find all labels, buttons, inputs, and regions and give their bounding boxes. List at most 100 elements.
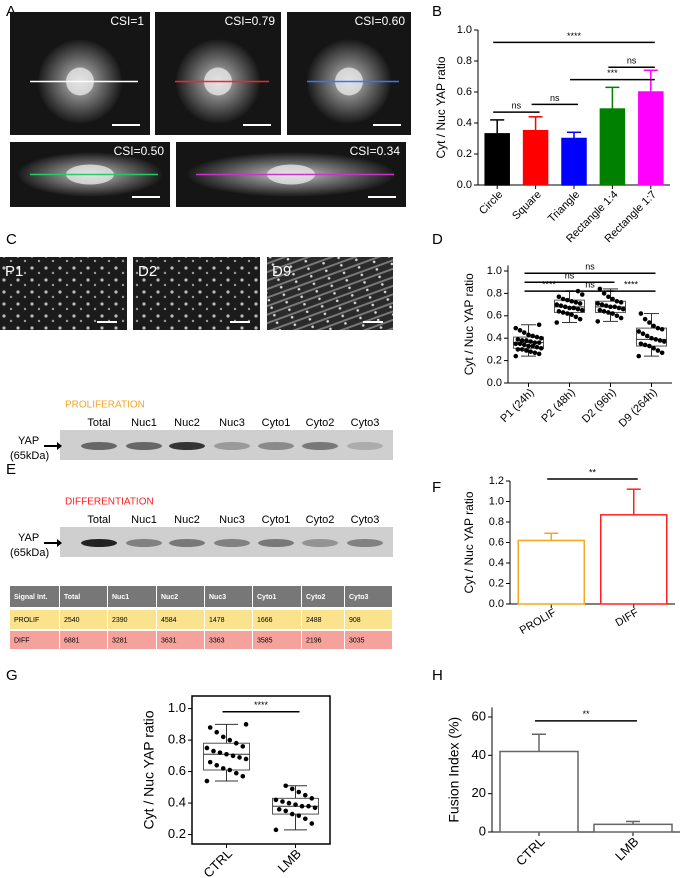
y-axis-label: Fusion Index (%) (446, 717, 462, 823)
bar (599, 108, 626, 186)
data-point (642, 316, 648, 322)
y-tick-label: 0.8 (489, 516, 504, 528)
blot-band (81, 442, 117, 450)
data-point (579, 292, 585, 297)
data-point (562, 304, 568, 310)
data-point (647, 320, 652, 325)
data-point (204, 778, 210, 784)
table-text: Nuc3 (209, 594, 226, 601)
blot-band (169, 539, 205, 547)
lane-label: Cyto3 (351, 514, 380, 526)
data-point (647, 343, 652, 349)
data-point (534, 344, 540, 350)
data-point (638, 311, 644, 316)
data-point (558, 303, 564, 309)
blot-band (126, 539, 162, 547)
bar (638, 91, 664, 186)
table-cell (345, 631, 392, 649)
table-cell (302, 631, 344, 649)
arrow-head (57, 442, 62, 450)
data-point (214, 762, 220, 768)
protein-label: YAP (18, 532, 39, 544)
significance-label: ns (585, 262, 595, 272)
y-tick-label: 1.0 (168, 700, 186, 715)
table-cell (157, 586, 204, 607)
data-point (554, 302, 560, 307)
significance-label: ns (585, 280, 595, 290)
y-tick-label: 0.2 (487, 355, 502, 367)
micrograph-label: CSI=0.60 (355, 14, 406, 28)
data-point (289, 811, 295, 817)
data-point (207, 759, 213, 765)
table-cell (60, 631, 107, 649)
y-tick-label: 0.2 (168, 826, 186, 841)
table-text: DIFF (14, 637, 30, 644)
x-tick-label: LMB (612, 834, 642, 864)
data-point (532, 350, 538, 356)
data-point (233, 770, 239, 776)
data-point (538, 345, 544, 351)
table-text: 2540 (64, 617, 80, 624)
x-tick-label: Circle (477, 189, 505, 217)
table-cell (108, 631, 156, 649)
blot-band (258, 539, 294, 547)
significance-label: ns (512, 101, 522, 111)
lane-label: Cyto2 (306, 514, 335, 526)
data-point (227, 767, 233, 773)
y-tick-label: 0.6 (489, 536, 504, 548)
y-axis-label: Cyt / Nuc YAP ratio (462, 273, 476, 375)
data-point (612, 304, 618, 310)
table-text: 3585 (257, 637, 273, 644)
data-point (651, 345, 656, 351)
significance-label: **** (542, 280, 557, 290)
data-point (530, 333, 536, 339)
data-point (651, 323, 656, 329)
lane-label: Cyto2 (306, 417, 335, 429)
data-point (655, 348, 661, 353)
data-point (595, 319, 601, 324)
lane-label: Total (87, 417, 110, 429)
data-point (521, 342, 527, 348)
data-point (302, 816, 308, 822)
data-point (565, 297, 570, 303)
data-point (273, 797, 279, 803)
data-point (220, 734, 226, 740)
table-text: 3363 (209, 637, 225, 644)
data-point (513, 341, 519, 347)
data-point (296, 789, 302, 795)
data-point (536, 351, 542, 357)
x-tick-label: DIFF (614, 607, 641, 630)
data-point (299, 803, 305, 809)
y-tick-label: 40 (472, 747, 486, 762)
table-text: Nuc1 (112, 594, 129, 601)
data-point (644, 333, 650, 339)
x-tick-label: D9 (264h) (617, 387, 660, 430)
x-tick-label: Square (510, 189, 544, 223)
data-point (530, 343, 536, 349)
blot-band (258, 442, 294, 450)
data-point (571, 305, 577, 311)
y-tick-label: 0.0 (457, 179, 472, 191)
data-point (595, 301, 601, 306)
table-text: 1666 (257, 617, 273, 624)
bar (593, 823, 673, 833)
micrograph (0, 257, 127, 330)
data-point (597, 307, 603, 313)
table-cell (157, 631, 204, 649)
data-point (614, 313, 620, 319)
data-point (227, 737, 233, 743)
y-tick-label: 0.4 (487, 332, 502, 344)
data-point (276, 807, 282, 812)
micrograph-label: D9 (272, 263, 291, 280)
table-cell (302, 586, 344, 607)
panel-label: B (432, 3, 442, 20)
data-point (289, 786, 295, 792)
lane-label: Nuc3 (219, 514, 245, 526)
y-tick-label: 1.0 (457, 24, 472, 36)
data-point (608, 304, 613, 310)
x-tick-label: CTRL (200, 846, 235, 878)
significance-label: **** (254, 700, 269, 710)
lane-label: Cyto3 (351, 417, 380, 429)
y-tick-label: 60 (472, 708, 486, 723)
y-axis-label: Cyt / Nuc YAP ratio (434, 56, 448, 158)
